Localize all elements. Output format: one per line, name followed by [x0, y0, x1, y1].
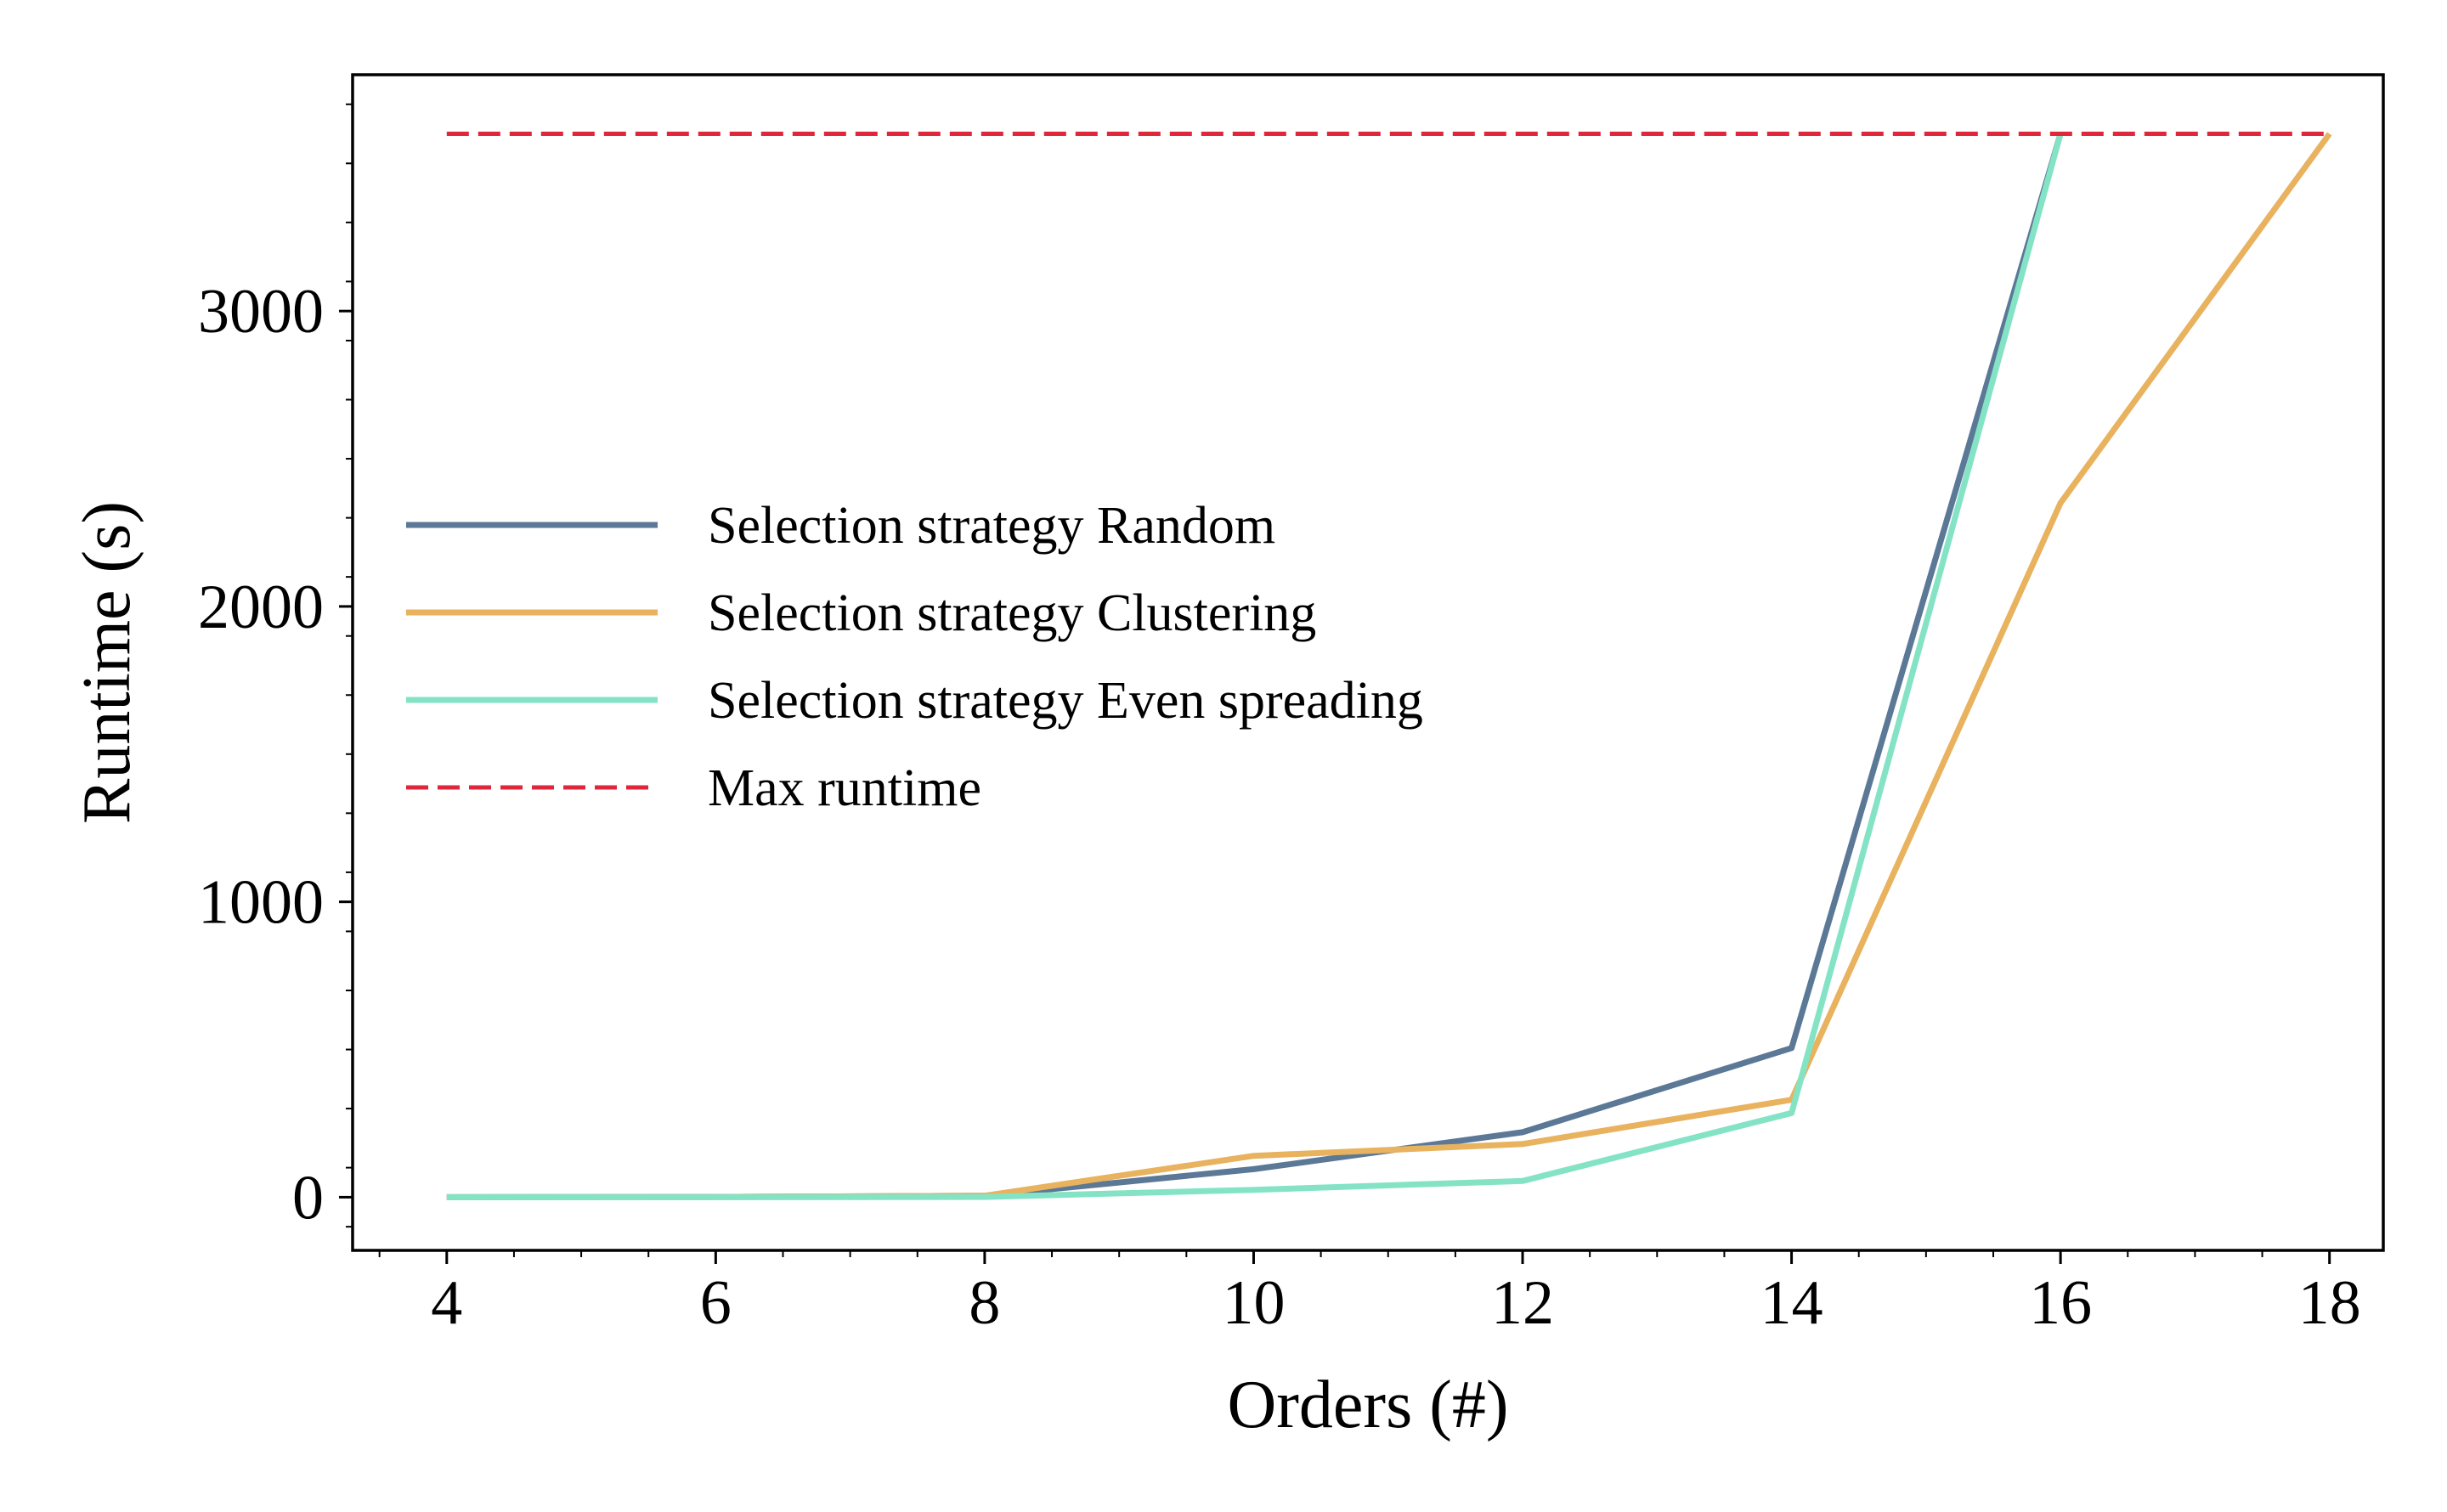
legend-label-2: Selection strategy Even spreading — [708, 672, 1423, 730]
x-axis-label: Orders (#) — [1228, 1368, 1509, 1442]
series-line-selection-strategy-even-spreading — [446, 133, 2064, 1200]
y-axis-label: Runtime (s) — [70, 501, 144, 824]
x-tick-label-6: 6 — [700, 1268, 732, 1338]
legend-label-0: Selection strategy Random — [708, 497, 1275, 555]
legend-label-1: Selection strategy Clustering — [708, 584, 1316, 642]
x-tick-label-4: 4 — [431, 1268, 462, 1338]
y-tick-label-1000: 1000 — [198, 868, 324, 938]
plot-area — [351, 73, 2385, 1252]
x-tick-label-16: 16 — [2029, 1268, 2092, 1338]
y-tick-label-3000: 3000 — [198, 277, 324, 347]
y-axis: 0 1000 2000 3000 — [198, 277, 353, 1233]
legend-label-3: Max runtime — [708, 759, 981, 817]
y-tick-label-2000: 2000 — [198, 573, 324, 642]
x-axis: 4 6 8 10 12 14 16 18 — [431, 1250, 2361, 1338]
x-tick-label-8: 8 — [969, 1268, 1000, 1338]
x-tick-label-18: 18 — [2298, 1268, 2361, 1338]
y-tick-label-0: 0 — [292, 1163, 324, 1233]
legend: Selection strategy Random Selection strat… — [406, 497, 1423, 817]
x-tick-label-12: 12 — [1491, 1268, 1554, 1338]
minor-ticks — [346, 103, 2263, 1257]
x-tick-label-10: 10 — [1222, 1268, 1285, 1338]
x-tick-label-14: 14 — [1760, 1268, 1823, 1338]
series-lines — [446, 132, 2332, 1200]
